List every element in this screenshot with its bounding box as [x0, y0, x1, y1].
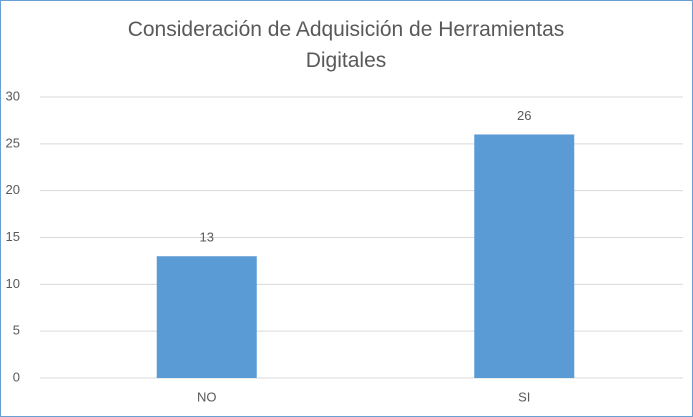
y-tick-label: 10: [6, 276, 20, 291]
y-tick-label: 30: [6, 88, 20, 103]
y-tick-label: 5: [13, 323, 20, 338]
x-tick-label: NO: [197, 389, 217, 404]
y-tick-label: 0: [13, 369, 20, 384]
bar: [474, 134, 575, 378]
data-label: 26: [517, 108, 531, 123]
x-tick-label: SI: [518, 389, 530, 404]
y-tick-label: 20: [6, 182, 20, 197]
y-tick-label: 25: [6, 135, 20, 150]
data-label: 13: [200, 230, 214, 245]
y-tick-label: 15: [6, 229, 20, 244]
bar: [156, 256, 257, 378]
chart-title: Consideración de Adquisición de Herramie…: [127, 18, 565, 72]
